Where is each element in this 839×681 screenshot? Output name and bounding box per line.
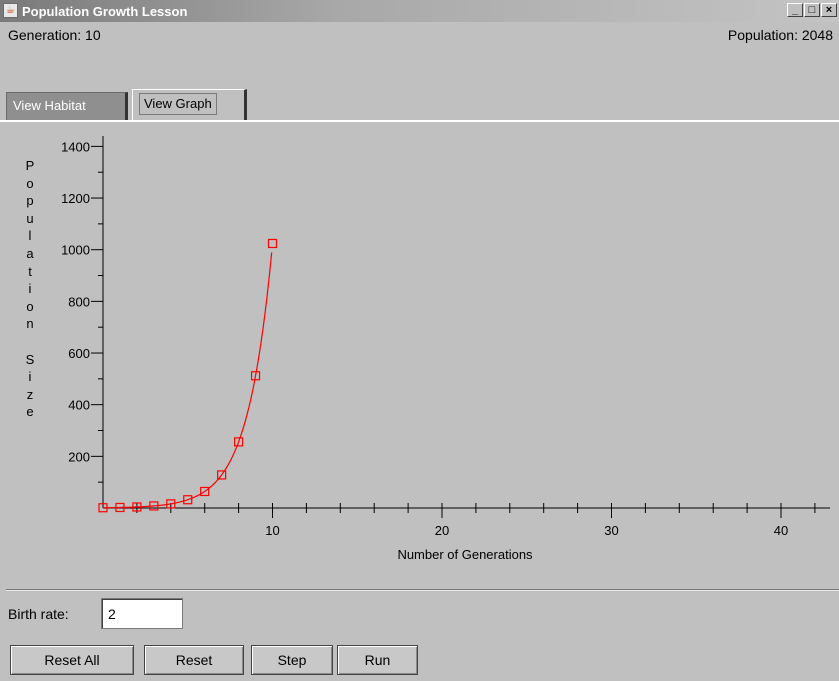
x-tick-label: 30 [604,523,618,538]
y-axis-label-letter: i [28,281,32,297]
maximize-button[interactable]: □ [804,3,820,17]
tab-view-habitat[interactable]: View Habitat [6,92,128,120]
data-point-marker [250,371,261,381]
y-axis-label-letter: z [26,386,34,402]
data-point-marker [267,238,278,249]
y-tick-label: 200 [68,449,90,464]
y-tick-label: 1200 [61,191,90,206]
y-axis-label-letter: i [28,369,32,385]
series-line [103,252,273,509]
close-button[interactable]: × [821,3,837,17]
birth-rate-label: Birth rate: [8,606,69,622]
x-tick-label: 20 [435,523,449,538]
data-point-marker [98,503,108,513]
y-axis-label-letter: p [26,193,34,209]
reset-all-button[interactable]: Reset All [10,645,134,675]
data-point-marker [149,501,159,511]
generation-label: Generation: 10 [8,27,101,43]
population-chart: 200 400 600 800 1000 1200 1400 10 20 30 40 Number o… [61,136,830,562]
data-point-marker [234,437,244,447]
y-axis-label-letter: l [28,228,32,244]
graph-panel: 200 400 600 800 1000 1200 1400 10 20 30 40 Number o… [0,122,839,590]
y-axis-label-letter: n [26,316,34,332]
separator [6,589,839,590]
java-app-icon: ☕ [3,3,18,18]
x-axis-label: Number of Generations [397,547,533,562]
birth-rate-input[interactable] [101,598,183,629]
data-point-marker [166,499,176,509]
y-axis-label-letter: u [26,210,34,226]
y-tick-label: 1400 [61,139,90,154]
title-bar: ☕ Population Growth Lesson _ □ × [0,0,839,22]
reset-button[interactable]: Reset [144,645,244,675]
y-axis-label-letter: t [28,263,32,279]
y-tick-label: 1000 [61,243,90,258]
population-label: Population: 2048 [727,27,833,43]
y-tick-label: 400 [68,398,90,413]
y-axis-label-letter: a [26,245,34,261]
run-button[interactable]: Run [337,645,418,675]
tab-view-graph[interactable]: View Graph [132,89,247,120]
window-title: Population Growth Lesson [22,4,188,19]
data-point-marker [132,502,142,512]
step-button[interactable]: Step [251,645,333,675]
y-tick-label: 800 [68,294,90,309]
x-tick-label: 10 [265,523,279,538]
data-point-marker [200,486,210,497]
y-axis-label-letter: o [26,298,34,314]
x-tick-label: 40 [774,523,788,538]
separator-highlight [6,590,839,591]
y-axis-label-letter: o [26,175,34,191]
y-axis-label-letter: S [25,351,35,367]
y-axis-label-letter: P [25,158,35,173]
data-point-marker [217,470,227,480]
y-tick-label: 600 [68,346,90,361]
y-axis-label-letter: e [26,404,34,420]
data-point-marker [183,495,193,505]
minimize-button[interactable]: _ [787,3,803,17]
tab-view-graph-label: View Graph [139,93,217,115]
data-point-marker [115,502,125,513]
y-axis-label-letter [23,333,37,351]
tab-divider [0,120,839,122]
